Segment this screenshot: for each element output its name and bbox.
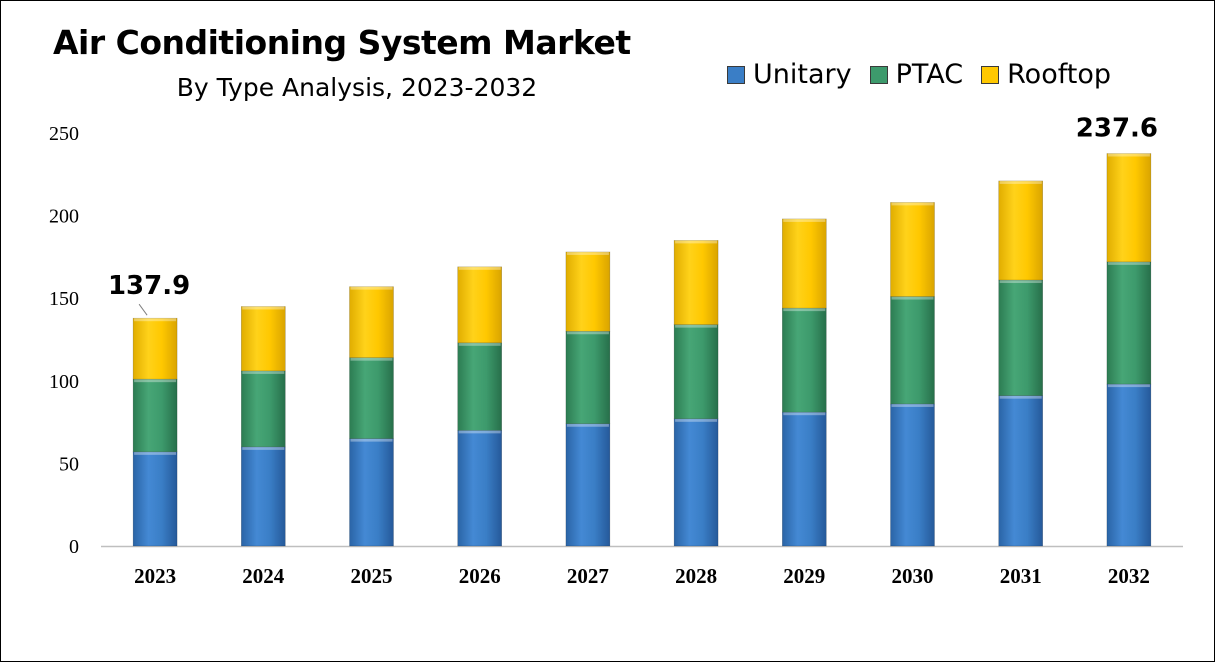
bar-bevel — [675, 418, 718, 422]
legend-label-unitary: Unitary — [753, 59, 852, 90]
bar-unitary-2030 — [890, 403, 935, 547]
legend-swatch-ptac — [869, 65, 888, 84]
bar-bevel — [350, 438, 393, 442]
bar-bevel — [783, 308, 826, 312]
bar-rooftop-2029 — [781, 218, 827, 309]
y-tick-label: 250 — [49, 123, 79, 145]
x-tick-label: 2023 — [134, 564, 176, 588]
bar-unitary-2028 — [673, 418, 719, 547]
legend-label-rooftop: Rooftop — [1007, 59, 1111, 90]
callout-label: 237.6 — [1076, 113, 1158, 143]
bar-bevel — [999, 395, 1042, 399]
x-tick-label: 2031 — [1000, 564, 1042, 588]
legend-item-ptac: PTAC — [869, 59, 964, 90]
legend-swatch-rooftop — [981, 65, 1000, 84]
bar-unitary-2024 — [241, 446, 286, 547]
bar-unitary-2031 — [998, 395, 1044, 547]
bar-rooftop-2023 — [132, 317, 178, 380]
bar-bevel — [1107, 153, 1150, 157]
bar-bevel — [1107, 261, 1150, 265]
bar-bevel — [458, 342, 501, 346]
bar-ptac-2026 — [457, 342, 503, 431]
y-tick-label: 150 — [49, 288, 79, 310]
x-axis: 2023 2024 2025 2026 2027 2028 2029 2030 2031 2032 — [101, 545, 1183, 588]
legend: Unitary PTAC Rooftop — [727, 59, 1129, 90]
bar-rooftop-2031 — [998, 180, 1044, 281]
bar-bevel — [134, 318, 177, 322]
bar-unitary-2025 — [349, 438, 394, 547]
legend-item-unitary: Unitary — [727, 59, 852, 90]
bar-rooftop-2025 — [349, 286, 394, 358]
y-axis: 0 50 100 150 200 250 — [49, 123, 79, 558]
bar-bevel — [891, 202, 934, 206]
bar-ptac-2032 — [1106, 261, 1152, 385]
x-tick-label: 2025 — [351, 564, 393, 588]
bar-rooftop-2028 — [673, 240, 719, 325]
bar-unitary-2023 — [132, 451, 178, 547]
bar-ptac-2023 — [132, 378, 178, 453]
bar-ptac-2029 — [781, 307, 827, 413]
bar-bevel — [783, 218, 826, 222]
legend-label-ptac: PTAC — [895, 59, 964, 90]
bar-unitary-2027 — [565, 423, 611, 547]
bar-bevel — [458, 266, 501, 270]
bar-bevel — [350, 286, 393, 290]
bar-unitary-2026 — [457, 430, 503, 547]
bar-rooftop-2026 — [457, 266, 503, 344]
x-tick-label: 2029 — [783, 564, 825, 588]
callout-label: 137.9 — [108, 271, 190, 301]
x-tick-label: 2027 — [567, 564, 609, 588]
callout-leader — [138, 303, 148, 316]
y-tick-label: 0 — [69, 536, 79, 558]
bar-bevel — [999, 180, 1042, 184]
bar-bevel — [134, 379, 177, 383]
bar-bevel — [134, 451, 177, 455]
bar-bevel — [1107, 384, 1150, 388]
bar-bevel — [242, 306, 285, 310]
x-tick-label: 2024 — [242, 564, 285, 588]
bar-unitary-2029 — [781, 411, 827, 547]
y-tick-label: 200 — [49, 206, 79, 228]
chart-subtitle: By Type Analysis, 2023-2032 — [176, 73, 538, 102]
x-tick-label: 2028 — [675, 564, 717, 588]
bars — [132, 153, 1152, 547]
legend-item-rooftop: Rooftop — [981, 59, 1111, 90]
bar-unitary-2032 — [1106, 383, 1152, 547]
x-tick-label: 2030 — [892, 564, 934, 588]
bar-bevel — [999, 280, 1042, 284]
legend-swatch-unitary — [727, 65, 745, 84]
y-tick-label: 50 — [59, 453, 79, 475]
bar-bevel — [566, 423, 609, 427]
bar-ptac-2030 — [890, 296, 935, 405]
bar-ptac-2031 — [998, 279, 1044, 396]
x-tick-label: 2032 — [1108, 564, 1150, 588]
bar-ptac-2024 — [241, 370, 286, 448]
bar-bevel — [675, 324, 718, 328]
y-tick-label: 100 — [49, 371, 79, 393]
bar-bevel — [783, 412, 826, 416]
bar-bevel — [350, 357, 393, 361]
bar-bevel — [891, 296, 934, 300]
bar-bevel — [675, 240, 718, 244]
chart-title: Air Conditioning System Market — [53, 23, 631, 62]
bar-bevel — [458, 430, 501, 434]
x-tick-label: 2026 — [459, 564, 501, 588]
bar-bevel — [242, 446, 285, 450]
bar-bevel — [566, 331, 609, 335]
bar-rooftop-2024 — [241, 306, 286, 372]
callouts: 137.9 237.6 — [108, 113, 1158, 316]
bar-ptac-2025 — [349, 357, 394, 439]
bar-rooftop-2030 — [890, 202, 935, 297]
bar-ptac-2028 — [673, 324, 719, 420]
bar-rooftop-2032 — [1106, 153, 1152, 263]
bar-rooftop-2027 — [565, 251, 611, 332]
bar-ptac-2027 — [565, 330, 611, 425]
bar-bevel — [566, 251, 609, 255]
bar-bevel — [891, 403, 934, 407]
bar-bevel — [242, 370, 285, 374]
